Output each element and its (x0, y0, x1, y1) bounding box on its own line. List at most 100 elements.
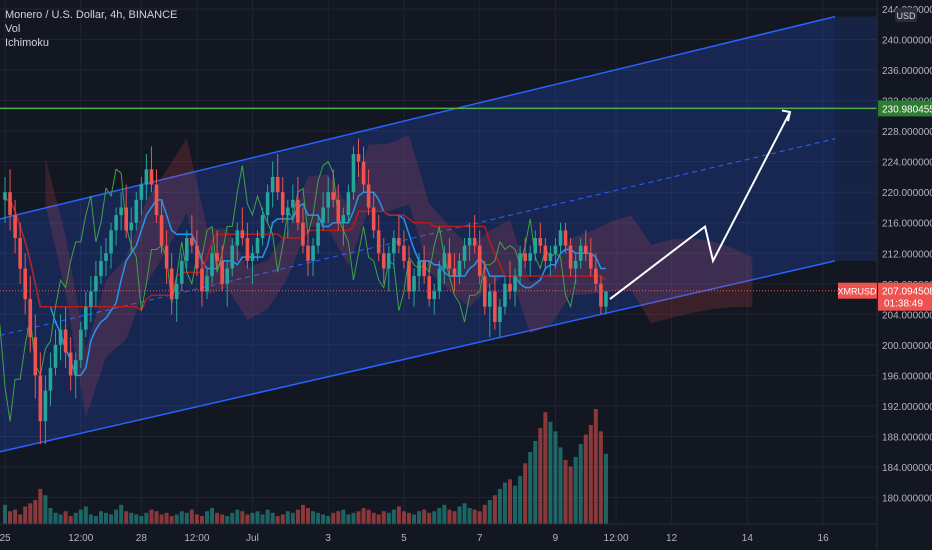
candle-body (174, 283, 179, 300)
candle-body (240, 230, 245, 239)
volume-bar (230, 512, 235, 524)
volume-bar (164, 512, 169, 524)
symbol-title: Monero / U.S. Dollar, 4h, BINANCE (5, 9, 178, 21)
candle-body (432, 291, 437, 300)
ichimoku-indicator-label[interactable]: Ichimoku (5, 37, 50, 49)
volume-bar (533, 440, 538, 524)
volume-bar (285, 511, 290, 524)
candle-body (523, 253, 527, 261)
candle-body (402, 245, 406, 261)
candle-body (331, 192, 336, 200)
candle-body (498, 306, 502, 322)
volume-bar (280, 514, 285, 524)
candle-body (493, 291, 497, 322)
candle-body (63, 329, 68, 353)
candle-body (351, 154, 356, 193)
candle-body (159, 215, 164, 246)
volume-bar (396, 506, 401, 524)
volume-bar (502, 482, 507, 524)
time-tick-label: 3 (325, 533, 331, 544)
ticker-label: XMRUSD (837, 287, 877, 297)
volume-bar (18, 514, 23, 524)
price-tick-label: 200.000000 (882, 341, 932, 352)
channel-mid-line[interactable] (0, 138, 836, 336)
volume-bar (482, 504, 487, 524)
projection-path[interactable] (609, 111, 791, 300)
candle-body (457, 260, 462, 277)
volume-bar (3, 504, 7, 524)
volume-bar (235, 509, 240, 524)
volume-bar (225, 516, 230, 524)
candle-body (154, 184, 159, 216)
volume-bar (538, 428, 543, 524)
volume-bar (422, 509, 427, 524)
candle-body (376, 230, 381, 254)
volume-bar (83, 506, 88, 524)
candle-body (387, 253, 391, 269)
last-price-badge (878, 282, 932, 311)
volume-bar (144, 512, 149, 524)
volume-bar (215, 512, 220, 524)
candle-body (250, 253, 255, 261)
candle-body (129, 222, 134, 231)
volume-bar (311, 511, 316, 524)
volume-bar (417, 511, 422, 524)
price-tick-label: 216.000000 (882, 219, 932, 230)
candle-body (558, 230, 563, 246)
time-tick-label: 16 (818, 533, 830, 544)
candle-body (139, 184, 144, 200)
price-axis-panel (877, 0, 932, 550)
time-tick-label: 12:00 (604, 533, 629, 544)
channel-extension-fill (835, 16, 877, 261)
volume-bar (139, 516, 144, 524)
candle-body (255, 238, 260, 254)
price-tick-label: 188.000000 (882, 432, 932, 443)
candle-body (260, 215, 265, 239)
volume-bar (184, 512, 189, 524)
time-axis-panel (0, 524, 932, 550)
channel-upper-line[interactable] (0, 15, 836, 220)
channel-lower-line[interactable] (0, 260, 836, 453)
price-tick-label: 204.000000 (882, 310, 932, 321)
target-price-badge (878, 100, 932, 117)
channel-fill (0, 16, 835, 452)
candle-body (447, 253, 452, 269)
volume-bar (543, 412, 548, 524)
price-tick-label: 224.000000 (882, 158, 932, 169)
volume-bar (33, 500, 38, 524)
candle-body (94, 276, 98, 292)
candle-body (548, 253, 553, 261)
candle-body (68, 352, 73, 376)
volume-bar (528, 452, 533, 524)
candle-body (280, 192, 285, 216)
candle-body (437, 268, 442, 292)
volume-bar (462, 503, 467, 524)
currency-badge[interactable] (895, 8, 917, 22)
volume-bar (124, 511, 129, 524)
volume-bar (568, 466, 573, 524)
currency-label: USD (896, 11, 916, 21)
volume-bar (603, 453, 608, 524)
volume-bar (149, 509, 154, 524)
volume-indicator-label[interactable]: Vol (5, 23, 21, 35)
candle-body (568, 245, 573, 269)
volume-bar (427, 512, 432, 524)
volume-bar (351, 512, 356, 524)
candle-body (124, 207, 128, 231)
volume-bar (38, 488, 43, 524)
candle-body (452, 268, 457, 277)
volume-bar (199, 516, 204, 524)
candle-body (270, 176, 275, 193)
time-tick-label: 12:00 (68, 533, 93, 544)
candle-body (195, 245, 199, 269)
volume-bar (442, 504, 447, 524)
candle-body (185, 238, 189, 261)
volume-bar (43, 495, 48, 524)
candle-body (18, 238, 22, 269)
candle-body (503, 283, 507, 307)
candle-body (275, 176, 280, 193)
volume-bar (306, 508, 310, 524)
volume-bar (260, 514, 265, 524)
volume-bar (467, 508, 472, 524)
